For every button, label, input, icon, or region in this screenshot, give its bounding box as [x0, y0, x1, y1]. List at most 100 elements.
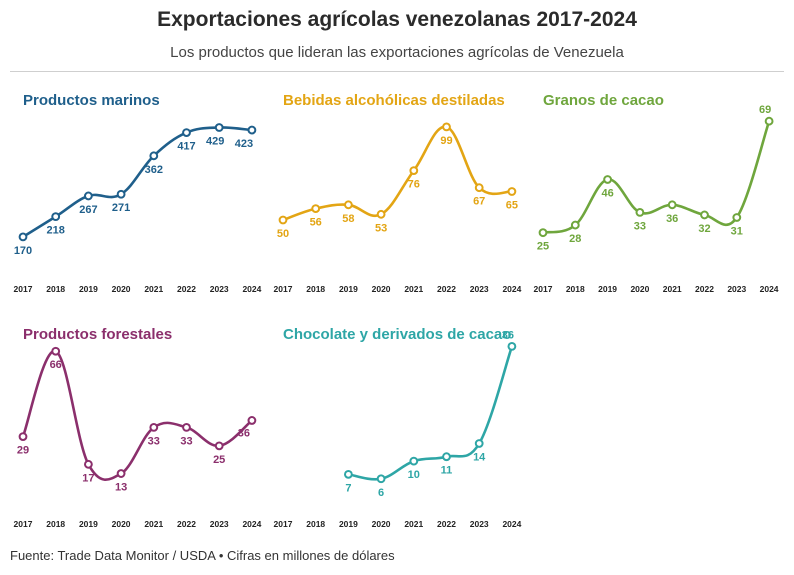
header-divider — [10, 71, 784, 72]
chart-subtitle: Los productos que lideran las exportacio… — [170, 44, 624, 61]
data-point — [700, 210, 709, 220]
panel-3: Granos de cacao 2017 2018 2019 2020 2021 2022 2… — [534, 92, 779, 294]
data-point — [149, 422, 159, 432]
x-tick-label: 2021 — [144, 284, 163, 294]
data-point — [474, 439, 484, 448]
x-tick-label: 2017 — [534, 284, 553, 294]
data-point — [442, 452, 451, 462]
x-tick-label: 2018 — [566, 284, 585, 294]
data-label: 36 — [502, 329, 514, 341]
x-tick-label: 2022 — [177, 284, 196, 294]
x-tick-label: 2017 — [274, 519, 293, 529]
data-label: 67 — [473, 196, 485, 208]
x-tick-label: 2023 — [210, 284, 229, 294]
data-point — [507, 187, 517, 196]
data-label: 32 — [698, 223, 710, 235]
x-tick-label: 2024 — [242, 519, 261, 529]
x-tick-label: 2017 — [274, 284, 293, 294]
data-label: 58 — [342, 213, 354, 225]
data-point — [667, 200, 677, 210]
x-tick-label: 2020 — [372, 519, 391, 529]
x-tick-label: 2022 — [695, 284, 714, 294]
panel-title: Productos marinos — [23, 92, 160, 109]
panel-1: Productos marinos 2017 2018 2019 2020 2021 202… — [14, 92, 262, 294]
data-label: 56 — [310, 217, 322, 229]
data-point — [376, 209, 386, 219]
x-tick-label: 2019 — [339, 519, 358, 529]
x-tick-label: 2022 — [437, 519, 456, 529]
panel-4: Productos forestales 2017 2018 2019 2020 2021… — [14, 326, 262, 529]
data-point — [635, 208, 645, 217]
data-label: 6 — [378, 487, 384, 499]
source-note: Fuente: Trade Data Monitor / USDA • Cifr… — [10, 548, 395, 563]
series-line — [281, 125, 514, 222]
data-label: 170 — [14, 245, 32, 257]
data-point — [18, 232, 28, 242]
data-point — [409, 456, 419, 466]
x-tick-label: 2024 — [502, 519, 521, 529]
x-tick-label: 2021 — [663, 284, 682, 294]
x-tick-label: 2021 — [144, 519, 163, 529]
data-label: 66 — [50, 359, 62, 371]
data-label: 7 — [345, 482, 351, 494]
data-point — [507, 342, 517, 351]
data-point — [376, 474, 386, 484]
x-tick-label: 2017 — [14, 284, 33, 294]
data-point — [344, 469, 353, 479]
x-tick-label: 2024 — [502, 284, 521, 294]
x-tick-label: 2019 — [79, 519, 98, 529]
x-tick-label: 2017 — [14, 519, 33, 529]
x-tick-label: 2023 — [727, 284, 746, 294]
data-label: 99 — [440, 135, 452, 147]
data-point — [116, 469, 126, 478]
panel-title: Bebidas alcohólicas destiladas — [283, 92, 505, 109]
x-tick-label: 2024 — [760, 284, 779, 294]
data-label: 17 — [82, 472, 94, 484]
data-point — [732, 213, 742, 222]
data-point — [442, 122, 451, 132]
data-label: 31 — [731, 225, 743, 237]
data-label: 362 — [145, 164, 163, 176]
data-point — [51, 212, 61, 222]
data-point — [51, 346, 61, 356]
data-point — [247, 416, 257, 425]
data-label: 11 — [441, 465, 453, 477]
data-point — [182, 128, 191, 138]
x-tick-label: 2023 — [470, 284, 489, 294]
x-tick-label: 2023 — [210, 519, 229, 529]
data-label: 271 — [112, 202, 130, 214]
data-label: 33 — [634, 220, 646, 232]
data-point — [18, 432, 28, 442]
data-point — [603, 175, 612, 184]
data-label: 46 — [601, 187, 613, 199]
data-label: 53 — [375, 222, 387, 234]
data-label: 65 — [506, 200, 518, 212]
data-label: 10 — [408, 469, 420, 481]
data-point — [84, 459, 93, 469]
data-point — [214, 441, 224, 451]
x-tick-label: 2019 — [339, 284, 358, 294]
data-label: 33 — [148, 435, 160, 447]
data-point — [570, 220, 580, 230]
panel-title: Chocolate y derivados de cacao — [283, 326, 511, 343]
data-label: 29 — [17, 445, 29, 457]
x-tick-label: 2024 — [242, 284, 261, 294]
data-label: 25 — [213, 454, 225, 466]
data-point — [311, 204, 321, 214]
series-line — [347, 345, 514, 481]
x-tick-label: 2020 — [630, 284, 649, 294]
data-label: 36 — [666, 213, 678, 225]
x-tick-label: 2020 — [372, 284, 391, 294]
panel-2: Bebidas alcohólicas destiladas 2017 2018 20… — [274, 92, 522, 294]
x-tick-label: 2019 — [598, 284, 617, 294]
data-point — [344, 200, 353, 210]
data-label: 13 — [115, 482, 127, 494]
x-tick-label: 2021 — [404, 284, 423, 294]
data-point — [278, 215, 288, 225]
x-tick-label: 2020 — [112, 519, 131, 529]
data-label: 25 — [537, 241, 549, 253]
data-label: 218 — [47, 225, 65, 237]
panel-title: Productos forestales — [23, 326, 172, 343]
data-label: 423 — [235, 138, 253, 150]
